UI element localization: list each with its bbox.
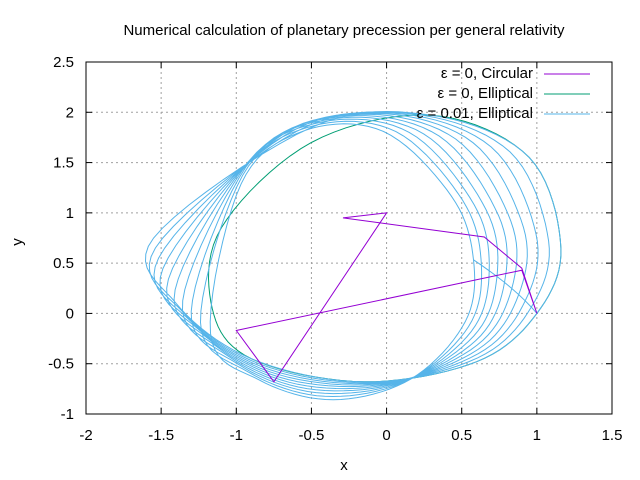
y-tick-label: -0.5 (48, 356, 74, 373)
y-tick-label: 0.5 (53, 255, 74, 272)
y-tick-label: 2.5 (53, 54, 74, 71)
plot-area (144, 110, 562, 401)
y-tick-label: 1 (66, 205, 74, 222)
y-tick-label: 2 (66, 104, 74, 121)
x-tick-label: -0.5 (298, 427, 324, 444)
x-tick-label: 1.5 (602, 427, 623, 444)
y-tick-label: -1 (61, 406, 74, 423)
legend-label-circular: ε = 0, Circular (441, 65, 533, 82)
chart-title: Numerical calculation of planetary prece… (123, 22, 565, 39)
x-tick-label: 1 (533, 427, 541, 444)
plot-border (85, 61, 613, 415)
x-axis-label: x (340, 457, 348, 474)
legend-label-precessing: ε = 0.01, Elliptical (417, 105, 533, 122)
series-line-circular (235, 212, 538, 383)
legend-label-elliptical: ε = 0, Elliptical (438, 85, 533, 102)
y-axis-label: y (9, 238, 26, 246)
y-tick-label: 0 (66, 305, 74, 322)
tick-labels: -2 -1.5 -1 -0.5 0 0.5 1 1.5 -1 -0.5 0 0.5 1 1.5 2 2.5 (48, 54, 622, 444)
x-tick-label: 0 (382, 427, 390, 444)
x-tick-label: -1 (230, 427, 243, 444)
series-line-precessing (144, 110, 562, 401)
y-tick-label: 1.5 (53, 155, 74, 172)
x-tick-label: -1.5 (148, 427, 174, 444)
legend: ε = 0, Circular ε = 0, Elliptical ε = 0.… (417, 65, 590, 122)
x-tick-label: -2 (79, 427, 92, 444)
x-tick-label: 0.5 (451, 427, 472, 444)
